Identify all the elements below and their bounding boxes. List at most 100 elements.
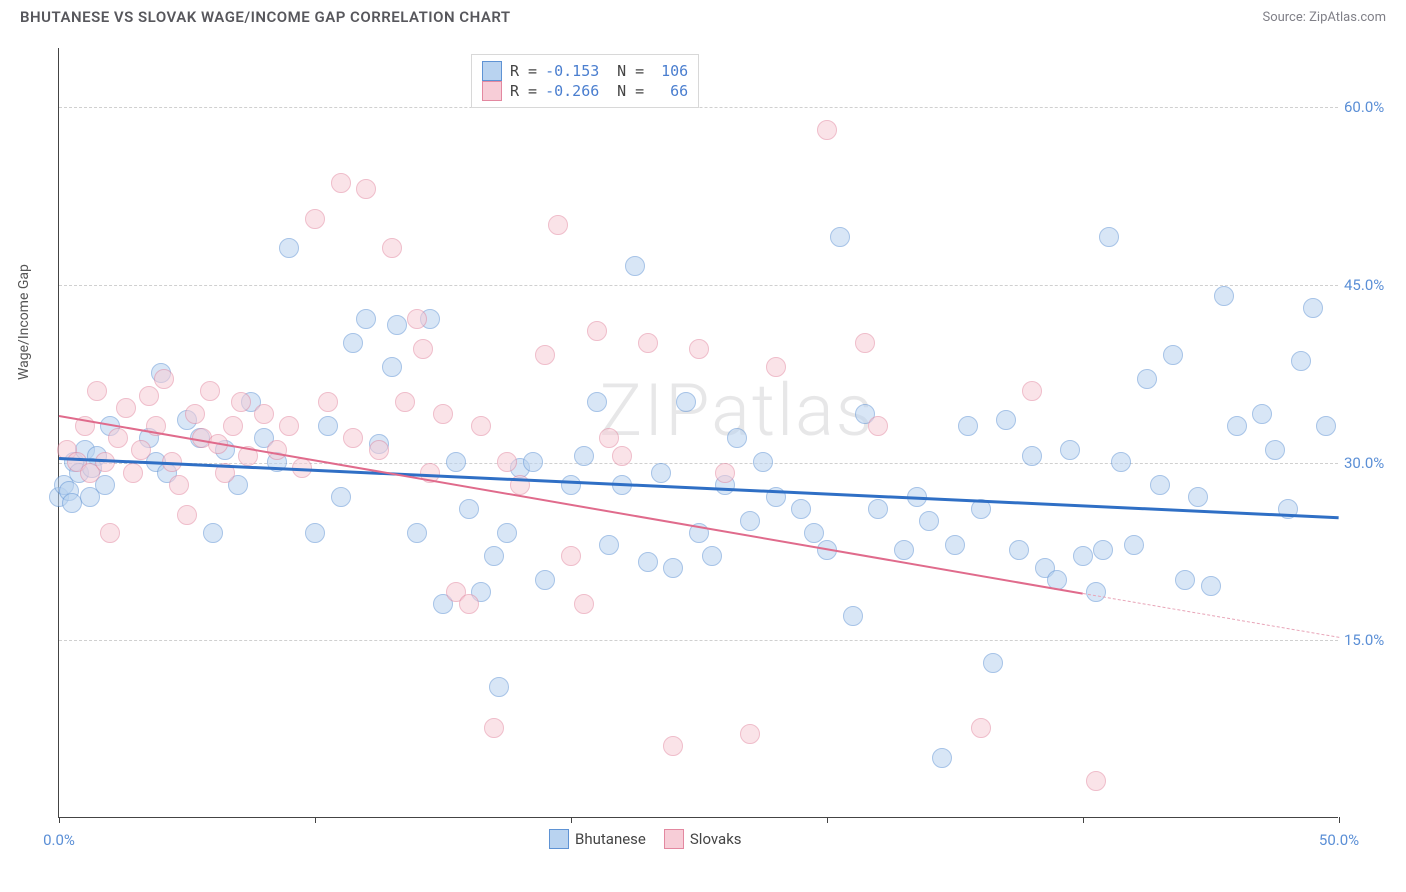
scatter-point [548, 215, 568, 235]
scatter-point [587, 321, 607, 341]
scatter-point [484, 546, 504, 566]
scatter-point [407, 309, 427, 329]
legend-item: Bhutanese [549, 829, 646, 849]
scatter-point [459, 594, 479, 614]
scatter-point [407, 523, 427, 543]
y-tick-label: 45.0% [1344, 276, 1396, 294]
scatter-point [331, 487, 351, 507]
scatter-point [1060, 440, 1080, 460]
scatter-point [169, 475, 189, 495]
scatter-point [574, 446, 594, 466]
scatter-point [305, 209, 325, 229]
y-tick-label: 30.0% [1344, 454, 1396, 472]
scatter-point [1150, 475, 1170, 495]
x-tick-label: 0.0% [43, 831, 75, 849]
scatter-point [535, 345, 555, 365]
scatter-point [740, 511, 760, 531]
legend-item: Slovaks [664, 829, 742, 849]
scatter-point [267, 440, 287, 460]
legend-swatch [549, 829, 569, 849]
scatter-point [651, 463, 671, 483]
scatter-point [1099, 227, 1119, 247]
scatter-point [1093, 540, 1113, 560]
scatter-point [983, 653, 1003, 673]
x-tick [571, 817, 572, 823]
scatter-point [200, 381, 220, 401]
scatter-point [1303, 298, 1323, 318]
scatter-point [497, 452, 517, 472]
legend-swatch [482, 81, 502, 101]
scatter-point [612, 446, 632, 466]
scatter-point [1137, 369, 1157, 389]
scatter-point [446, 452, 466, 472]
r-label: R = [510, 82, 537, 100]
scatter-point [1316, 416, 1336, 436]
scatter-chart: ZIPatlas 15.0%30.0%45.0%60.0%0.0%50.0%R … [58, 48, 1338, 818]
scatter-point [868, 499, 888, 519]
scatter-point [369, 440, 389, 460]
scatter-point [139, 386, 159, 406]
source-label: Source: ZipAtlas.com [1262, 10, 1386, 25]
y-tick-label: 15.0% [1344, 631, 1396, 649]
scatter-point [766, 357, 786, 377]
scatter-point [971, 718, 991, 738]
scatter-point [382, 238, 402, 258]
scatter-point [100, 523, 120, 543]
r-value: -0.266 [545, 82, 609, 100]
scatter-point [1111, 452, 1131, 472]
scatter-point [471, 416, 491, 436]
scatter-point [489, 677, 509, 697]
scatter-point [574, 594, 594, 614]
scatter-point [343, 333, 363, 353]
scatter-point [87, 381, 107, 401]
scatter-point [932, 748, 952, 768]
x-tick [59, 817, 60, 823]
legend-label: Bhutanese [575, 830, 646, 848]
x-tick [1339, 817, 1340, 823]
x-tick [1083, 817, 1084, 823]
scatter-point [318, 416, 338, 436]
scatter-point [177, 505, 197, 525]
scatter-point [382, 357, 402, 377]
scatter-point [817, 120, 837, 140]
scatter-point [331, 173, 351, 193]
scatter-point [108, 428, 128, 448]
scatter-point [116, 398, 136, 418]
scatter-point [1163, 345, 1183, 365]
n-value: 106 [652, 62, 688, 80]
y-axis-label: Wage/Income Gap [16, 264, 32, 380]
scatter-point [1265, 440, 1285, 460]
scatter-point [804, 523, 824, 543]
scatter-point [1201, 576, 1221, 596]
scatter-point [185, 404, 205, 424]
scatter-point [1188, 487, 1208, 507]
scatter-point [1086, 582, 1106, 602]
scatter-point [254, 404, 274, 424]
scatter-point [343, 428, 363, 448]
scatter-point [702, 546, 722, 566]
legend-swatch [482, 61, 502, 81]
scatter-point [535, 570, 555, 590]
x-tick [827, 817, 828, 823]
x-tick-label: 50.0% [1319, 831, 1359, 849]
gridline [59, 640, 1338, 641]
n-label: N = [617, 82, 644, 100]
scatter-point [1124, 535, 1144, 555]
n-value: 66 [652, 82, 688, 100]
series-legend: Bhutanese Slovaks [549, 829, 742, 849]
scatter-point [855, 333, 875, 353]
scatter-point [1022, 381, 1042, 401]
scatter-point [1175, 570, 1195, 590]
scatter-point [843, 606, 863, 626]
scatter-point [1252, 404, 1272, 424]
scatter-point [387, 315, 407, 335]
scatter-point [395, 392, 415, 412]
legend-swatch [664, 829, 684, 849]
r-value: -0.153 [545, 62, 609, 80]
scatter-point [638, 333, 658, 353]
trend-line [59, 415, 1083, 595]
y-tick-label: 60.0% [1344, 98, 1396, 116]
trend-line [59, 457, 1339, 519]
scatter-point [1214, 286, 1234, 306]
scatter-point [223, 416, 243, 436]
